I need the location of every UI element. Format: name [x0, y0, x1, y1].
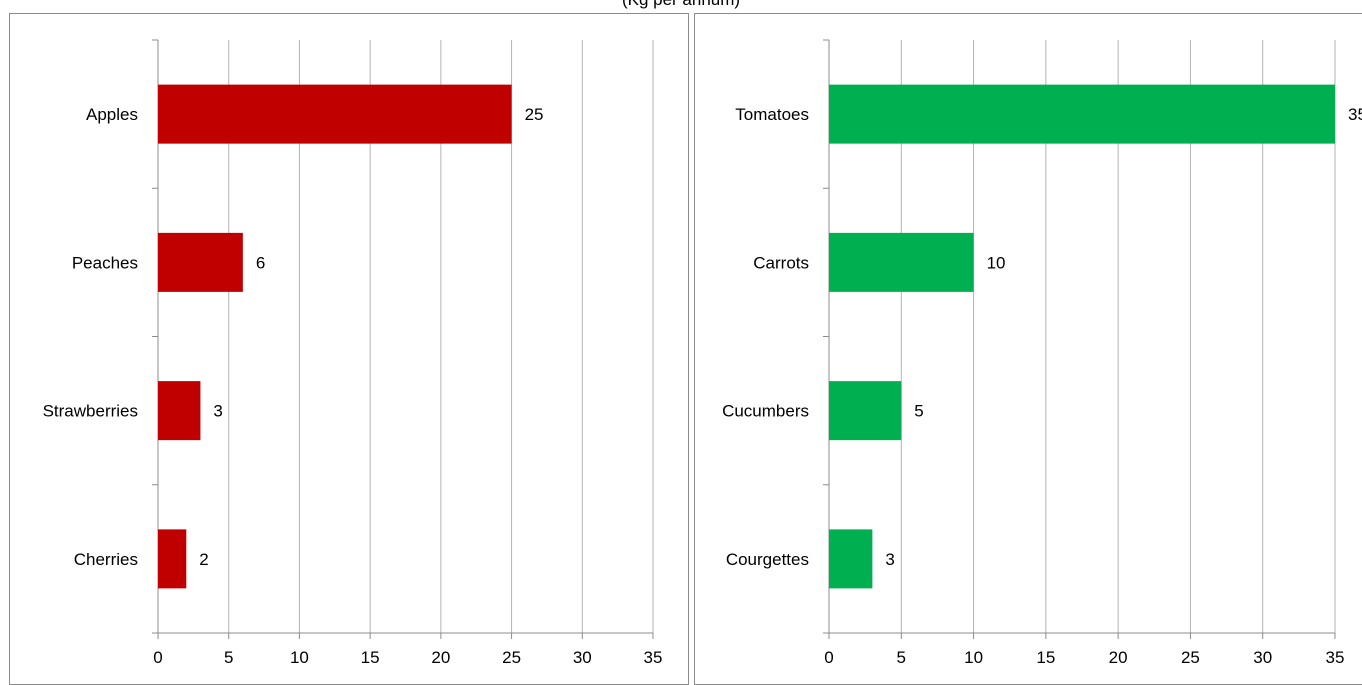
bar-cherries [158, 529, 187, 589]
data-label: 3 [213, 402, 222, 421]
bar-cucumbers [829, 381, 902, 441]
bar-strawberries [158, 381, 201, 441]
x-tick-label: 0 [824, 648, 833, 667]
data-label: 5 [914, 402, 923, 421]
fruit-chart: 0 5 10 15 20 25 30 35 Apples 25 Peaches 6 Strawberri… [43, 39, 663, 667]
bar-apples [158, 84, 512, 144]
x-tick-label: 0 [153, 648, 162, 667]
x-tick-label: 30 [1253, 648, 1272, 667]
category-label: Strawberries [43, 402, 138, 421]
x-tick-label: 20 [431, 648, 450, 667]
x-tick-label: 5 [224, 648, 233, 667]
x-tick-label: 5 [897, 648, 906, 667]
bar-carrots [829, 232, 974, 292]
bar-tomatoes [829, 84, 1335, 144]
category-label: Cucumbers [722, 402, 809, 421]
x-tick-label: 10 [964, 648, 983, 667]
bar-peaches [158, 232, 243, 292]
x-tick-label: 30 [573, 648, 592, 667]
vegetable-chart: 05101520253035Tomatoes35Carrots10Cucumbe… [722, 39, 1362, 667]
x-tick-label: 10 [290, 648, 309, 667]
data-label: 35 [1348, 105, 1362, 124]
data-label: 10 [987, 253, 1006, 272]
bar-courgettes [829, 529, 873, 589]
data-label: 6 [256, 253, 265, 272]
data-label: 2 [199, 550, 208, 569]
category-label: Peaches [72, 253, 138, 272]
x-tick-label: 25 [1181, 648, 1200, 667]
category-label: Apples [86, 105, 138, 124]
category-label: Cherries [74, 550, 138, 569]
x-tick-label: 35 [644, 648, 663, 667]
data-label: 25 [525, 105, 544, 124]
x-tick-label: 35 [1326, 648, 1345, 667]
x-tick-label: 15 [361, 648, 380, 667]
x-tick-label: 20 [1109, 648, 1128, 667]
page-title: (Kg per annum) [0, 0, 1362, 10]
data-label: 3 [885, 550, 894, 569]
category-label: Carrots [753, 253, 809, 272]
x-tick-label: 15 [1036, 648, 1055, 667]
category-label: Courgettes [726, 550, 809, 569]
x-tick-label: 25 [502, 648, 521, 667]
category-label: Tomatoes [735, 105, 809, 124]
